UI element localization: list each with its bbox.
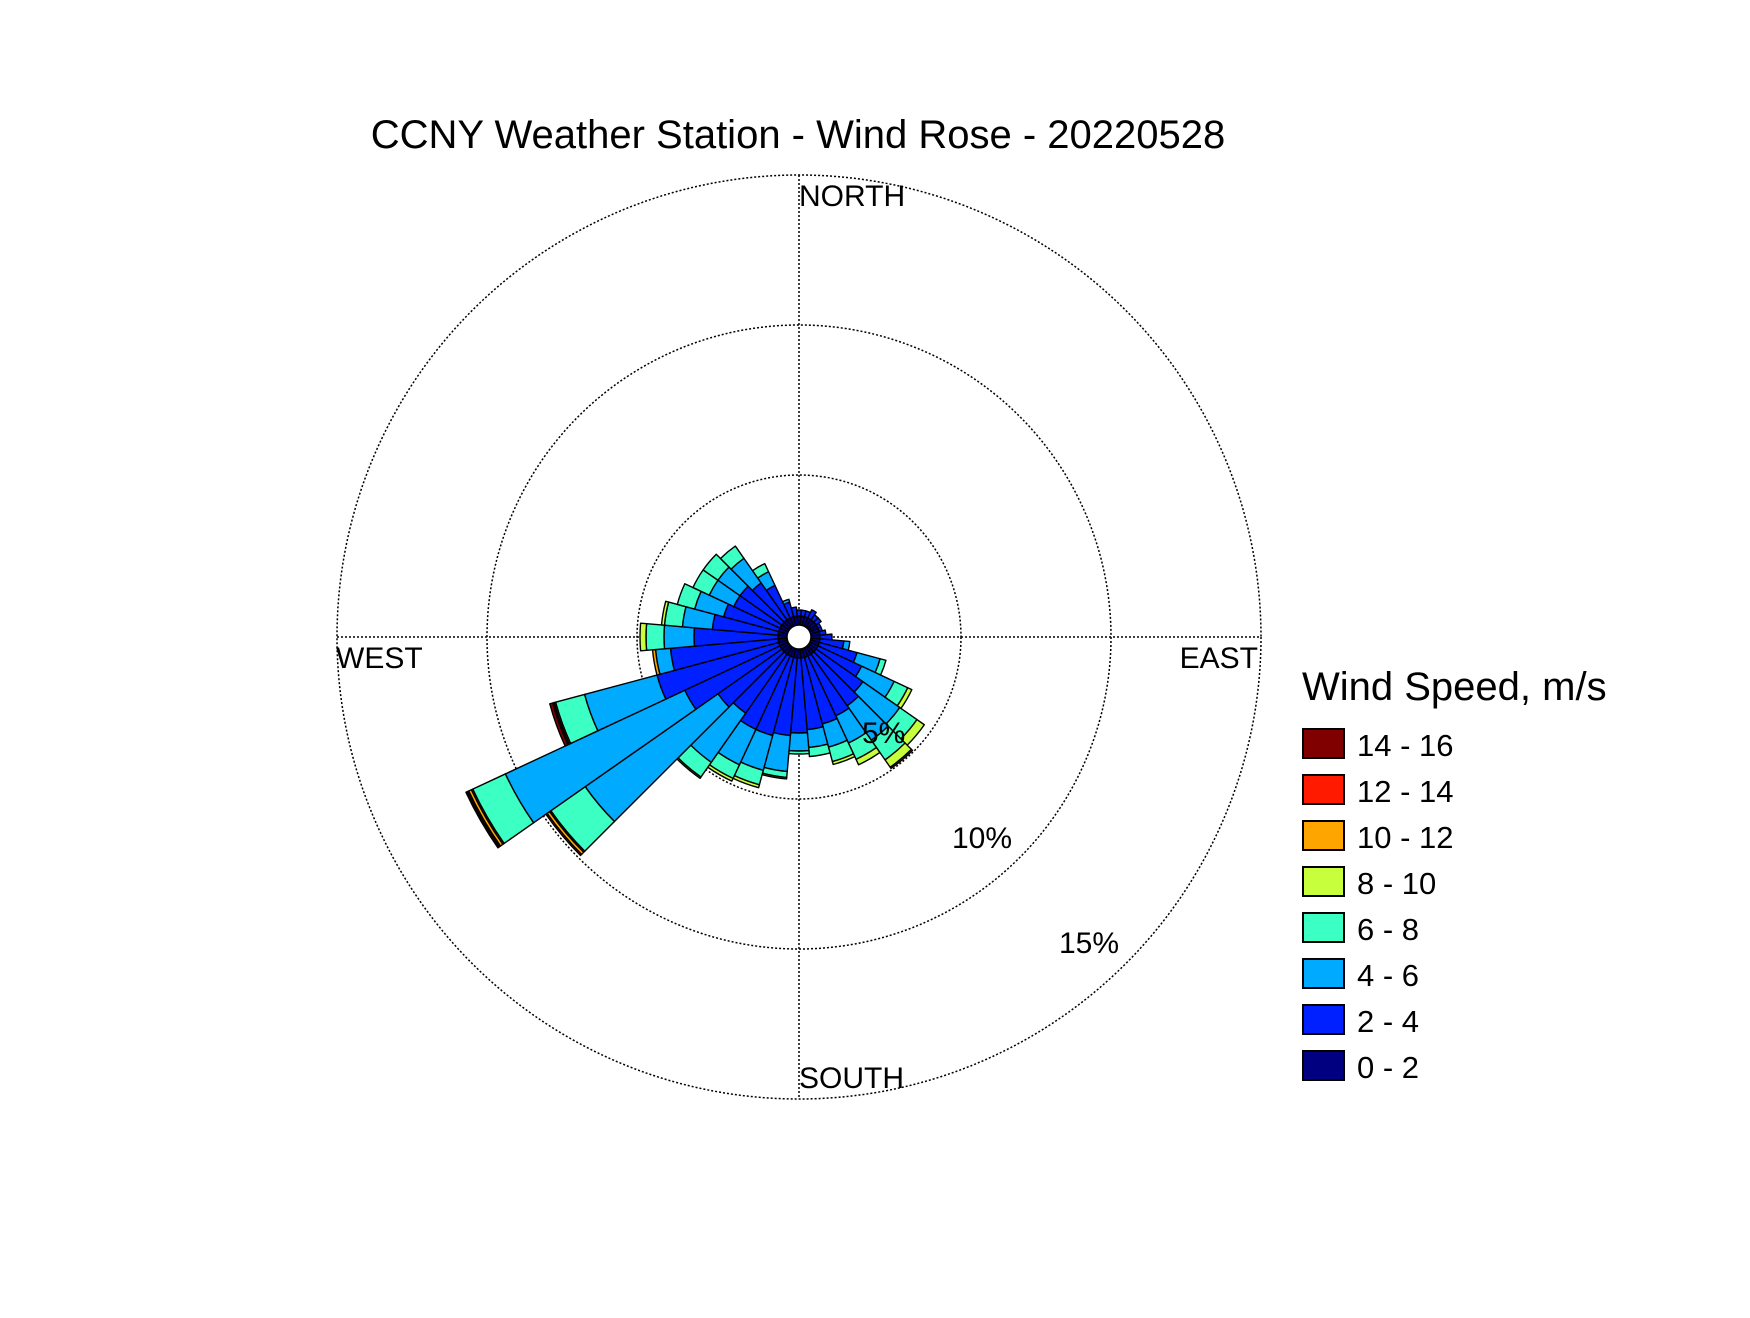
legend-items: 14 - 16 12 - 14 10 - 12 8 - 10 6 - 8 4 - 6 2 -… bbox=[1302, 728, 1454, 1085]
direction-label-west: WEST bbox=[336, 642, 423, 675]
sector-140 bbox=[805, 644, 914, 770]
sector-320-bin-3 bbox=[719, 545, 745, 570]
radial-tick-label-15: 15% bbox=[1059, 927, 1119, 960]
sector-160 bbox=[801, 647, 856, 766]
axis-labels: NORTH WEST EAST SOUTH 5% 10% 15% bbox=[336, 180, 1258, 1095]
hub-circle bbox=[786, 624, 812, 650]
legend-label-4: 6 - 8 bbox=[1357, 912, 1419, 947]
legend-label-3: 8 - 10 bbox=[1357, 866, 1436, 901]
sector-330 bbox=[751, 562, 795, 628]
sector-240-bin-7 bbox=[465, 790, 500, 849]
legend-swatch-7 bbox=[1302, 1050, 1345, 1081]
legend-swatch-4 bbox=[1302, 912, 1345, 943]
sector-320 bbox=[719, 545, 793, 630]
sector-240 bbox=[465, 641, 790, 849]
sector-290-bin-3 bbox=[676, 583, 702, 610]
sector-270-bin-3 bbox=[645, 622, 666, 652]
sector-350-bin-1 bbox=[790, 606, 798, 618]
sector-30-bin-1 bbox=[807, 609, 817, 621]
direction-label-north: NORTH bbox=[799, 180, 905, 213]
sector-170-bin-3 bbox=[807, 743, 831, 758]
sector-270 bbox=[639, 622, 788, 652]
sector-50-bin-1 bbox=[813, 617, 822, 626]
legend-swatch-5 bbox=[1302, 958, 1345, 989]
sector-350 bbox=[790, 606, 799, 627]
sector-220 bbox=[676, 644, 793, 780]
legend-label-1: 12 - 14 bbox=[1357, 774, 1454, 809]
sector-140-bin-5 bbox=[889, 748, 914, 770]
sector-280-bin-4 bbox=[660, 600, 670, 626]
legend-label-5: 4 - 6 bbox=[1357, 958, 1419, 993]
sector-180-bin-2 bbox=[788, 731, 810, 752]
legend-label-0: 14 - 16 bbox=[1357, 728, 1454, 763]
sector-340-bin-2 bbox=[781, 598, 791, 606]
legend-swatch-1 bbox=[1302, 774, 1345, 805]
wind-sectors bbox=[465, 545, 926, 857]
legend-label-7: 0 - 2 bbox=[1357, 1050, 1419, 1085]
legend-swatch-6 bbox=[1302, 1004, 1345, 1035]
legend-swatch-3 bbox=[1302, 866, 1345, 897]
radial-tick-label-10: 10% bbox=[952, 822, 1012, 855]
chart-title: CCNY Weather Station - Wind Rose - 20220… bbox=[371, 113, 1226, 157]
center-hub bbox=[786, 624, 812, 650]
sector-270-bin-4 bbox=[639, 622, 648, 652]
sector-340 bbox=[781, 598, 797, 627]
sector-150-bin-4 bbox=[855, 746, 881, 766]
legend: Wind Speed, m/s 14 - 16 12 - 14 10 - 12 8 -… bbox=[1302, 665, 1607, 1085]
radial-tick-label-5: 5% bbox=[862, 717, 905, 750]
sector-330-bin-3 bbox=[751, 562, 770, 579]
legend-title: Wind Speed, m/s bbox=[1302, 665, 1607, 709]
legend-label-6: 2 - 4 bbox=[1357, 1004, 1419, 1039]
direction-label-east: EAST bbox=[1180, 642, 1258, 675]
legend-swatch-0 bbox=[1302, 728, 1345, 759]
sector-200 bbox=[732, 647, 797, 789]
sector-270-bin-2 bbox=[663, 624, 696, 650]
sector-160-bin-4 bbox=[831, 753, 856, 766]
sector-170 bbox=[799, 647, 831, 758]
direction-label-south: SOUTH bbox=[799, 1062, 904, 1095]
sector-250-bin-7 bbox=[549, 702, 569, 747]
sector-250 bbox=[549, 639, 789, 747]
sector-230 bbox=[545, 643, 792, 857]
sector-180-bin-3 bbox=[788, 749, 810, 755]
legend-label-2: 10 - 12 bbox=[1357, 820, 1454, 855]
legend-swatch-2 bbox=[1302, 820, 1345, 851]
